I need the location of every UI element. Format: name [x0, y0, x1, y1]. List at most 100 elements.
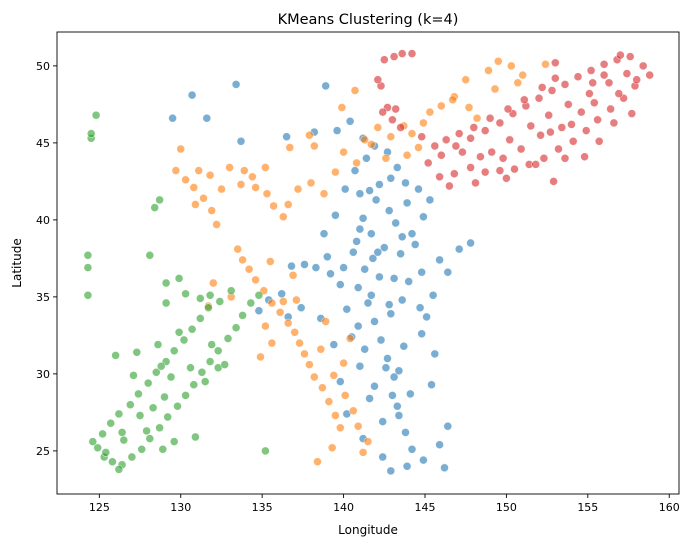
cluster-1-point: [275, 307, 285, 317]
cluster-2-point: [187, 324, 197, 334]
cluster-0-point: [394, 366, 404, 376]
cluster-1-point: [350, 86, 360, 95]
cluster-3-point: [502, 174, 511, 183]
cluster-2-point: [108, 457, 117, 467]
cluster-1-point: [305, 360, 314, 369]
cluster-1-point: [236, 180, 246, 189]
cluster-2-point: [197, 367, 207, 377]
cluster-3-point: [568, 137, 578, 146]
cluster-1-point: [358, 448, 368, 457]
cluster-0-point: [360, 264, 370, 274]
cluster-1-point: [267, 338, 277, 348]
cluster-1-point: [181, 175, 190, 185]
cluster-1-point: [225, 163, 234, 172]
cluster-1-point: [329, 371, 339, 380]
cluster-3-point: [585, 89, 594, 98]
cluster-2-point: [196, 294, 205, 303]
cluster-0-point: [386, 466, 396, 476]
cluster-0-point: [202, 113, 212, 123]
x-tick-label: 125: [89, 501, 110, 514]
cluster-0-point: [360, 344, 370, 354]
cluster-2-point: [98, 429, 107, 439]
cluster-1-point: [373, 123, 383, 132]
cluster-1-point: [278, 297, 288, 306]
cluster-2-point: [200, 377, 210, 386]
cluster-3-point: [632, 75, 642, 84]
cluster-2-point: [145, 251, 155, 260]
cluster-3-point: [604, 78, 614, 88]
cluster-0-point: [394, 411, 404, 420]
cluster-3-point: [531, 160, 541, 169]
cluster-3-point: [485, 113, 495, 123]
cluster-3-point: [397, 49, 407, 58]
cluster-3-point: [389, 52, 399, 61]
cluster-1-point: [309, 141, 319, 151]
cluster-1-point: [324, 397, 334, 406]
cluster-1-point: [381, 154, 391, 163]
cluster-2-point: [191, 432, 200, 442]
cluster-0-point: [443, 421, 453, 431]
cluster-1-point: [278, 212, 288, 222]
cluster-1-point: [300, 349, 309, 359]
cluster-1-point: [448, 95, 458, 105]
cluster-0-point: [287, 261, 296, 271]
cluster-2-point: [205, 357, 215, 366]
cluster-3-point: [638, 61, 648, 71]
x-axis-ticks: 125 130 135 140 145 150 155 160: [89, 494, 680, 514]
cluster-0-point: [363, 298, 373, 308]
cluster-1-point: [436, 101, 446, 111]
cluster-2-point: [155, 423, 164, 433]
cluster-1-point: [319, 189, 329, 198]
cluster-3-point: [430, 141, 440, 151]
cluster-1-point: [313, 457, 322, 467]
cluster-3-point: [581, 126, 591, 135]
cluster-1-point: [402, 150, 412, 160]
cluster-3-point: [379, 55, 389, 65]
cluster-3-point: [516, 144, 526, 154]
cluster-2-point: [220, 360, 229, 369]
cluster-0-point: [407, 444, 417, 454]
cluster-3-point: [536, 130, 545, 140]
x-tick-label: 145: [414, 501, 435, 514]
cluster-2-point: [83, 290, 93, 300]
cluster-0-point: [407, 229, 417, 238]
cluster-1-point: [339, 147, 348, 157]
cluster-2-point: [111, 351, 120, 360]
cluster-1-point: [244, 264, 254, 274]
cluster-0-point: [396, 249, 405, 259]
cluster-0-point: [399, 341, 409, 351]
cluster-3-point: [471, 178, 480, 188]
cluster-1-point: [305, 130, 314, 140]
cluster-3-point: [435, 172, 444, 182]
cluster-0-point: [404, 277, 414, 286]
cluster-3-point: [627, 109, 637, 118]
cluster-3-point: [373, 75, 383, 84]
cluster-3-point: [441, 135, 451, 145]
cluster-3-point: [554, 144, 563, 154]
cluster-1-point: [518, 70, 528, 80]
cluster-2-point: [254, 290, 264, 300]
cluster-1-point: [506, 61, 516, 71]
cluster-1-point: [366, 140, 376, 149]
cluster-1-point: [318, 383, 327, 393]
cluster-2-point: [143, 378, 153, 388]
cluster-1-point: [348, 406, 358, 416]
cluster-0-point: [254, 306, 264, 316]
cluster-1-point: [353, 421, 363, 431]
cluster-1-point: [419, 118, 428, 128]
cluster-3-point: [560, 80, 570, 89]
cluster-2-point: [145, 434, 155, 443]
cluster-0-point: [335, 377, 345, 386]
cluster-2-point: [161, 278, 171, 288]
cluster-3-point: [537, 83, 547, 92]
cluster-0-point: [365, 186, 374, 195]
cluster-0-point: [355, 189, 365, 198]
cluster-3-point: [576, 107, 586, 117]
cluster-2-point: [101, 448, 111, 457]
cluster-3-point: [454, 129, 464, 138]
cluster-3-point: [469, 123, 479, 132]
cluster-1-point: [414, 143, 423, 152]
cluster-0-point: [365, 394, 374, 403]
cluster-3-point: [549, 177, 558, 186]
cluster-1-point: [339, 358, 348, 368]
